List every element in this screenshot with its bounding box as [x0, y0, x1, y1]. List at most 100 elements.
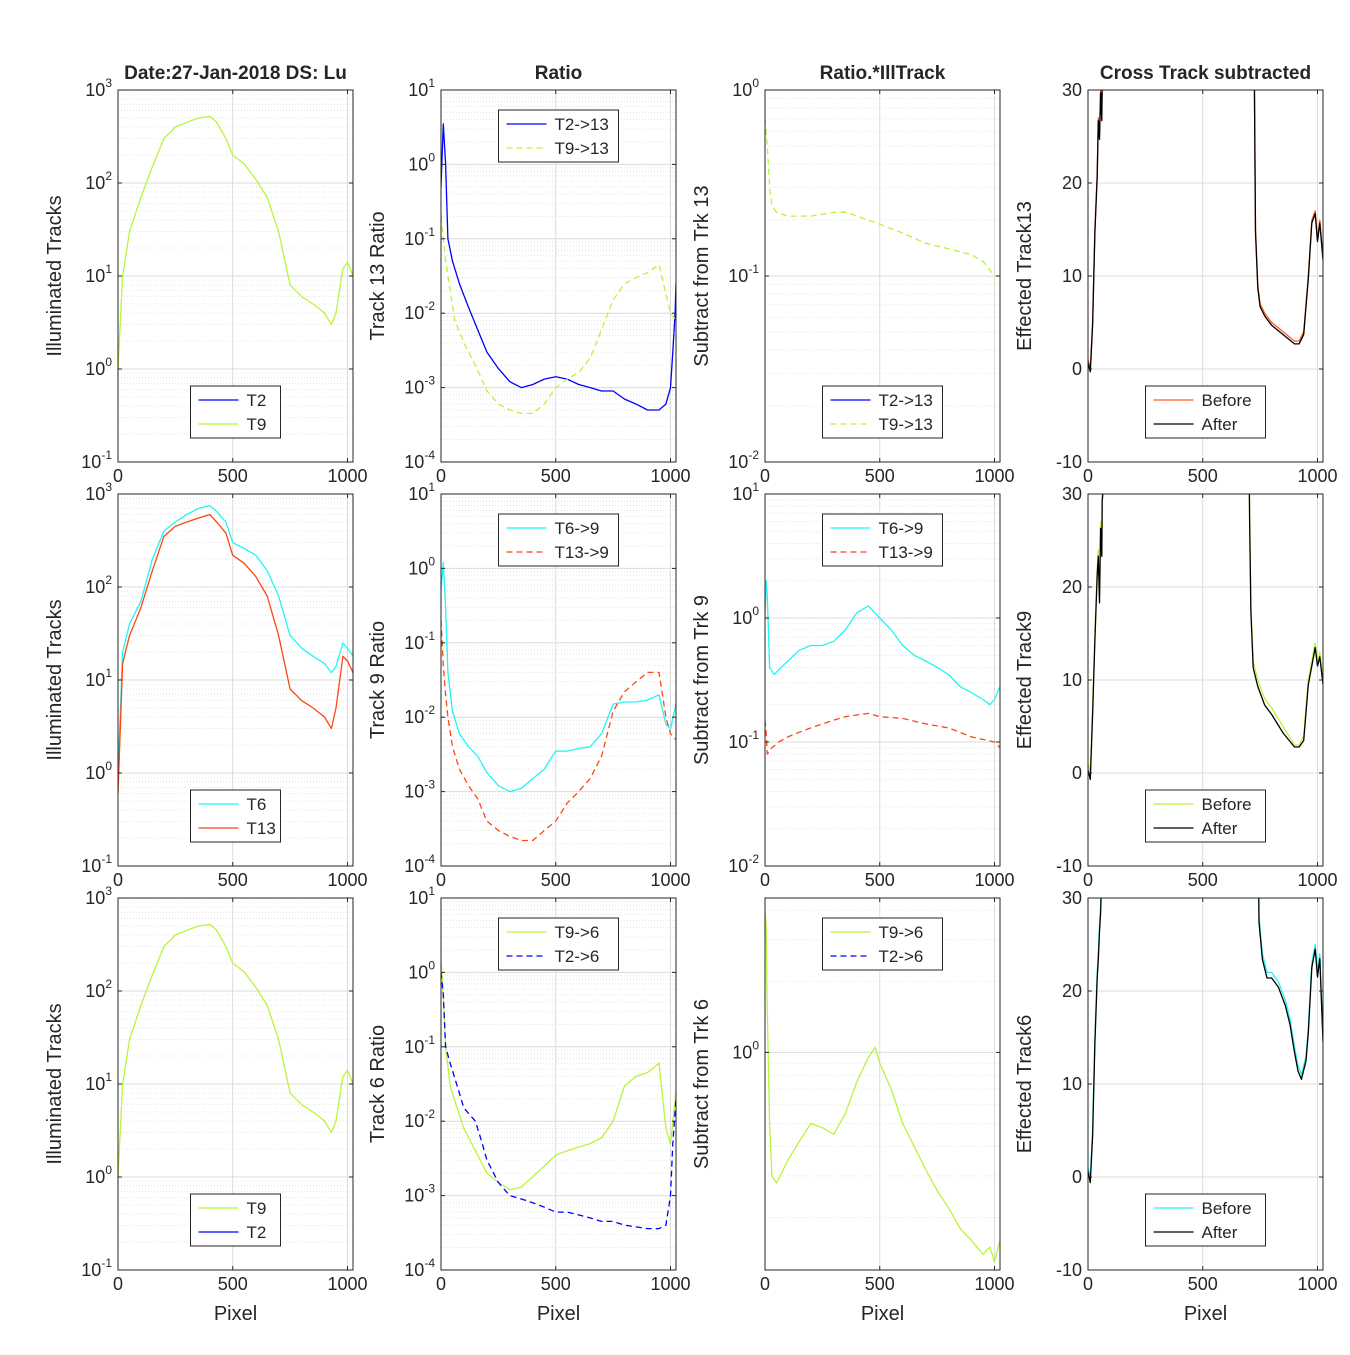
legend-label: Before: [1202, 795, 1252, 814]
grid-lines: [117, 493, 353, 867]
legend-label: After: [1202, 819, 1238, 838]
series-line-T9: [118, 923, 353, 1178]
y-tick-label: 30: [1062, 888, 1082, 908]
legend-box: [1145, 385, 1266, 439]
x-tick-label: 1000: [650, 466, 690, 486]
x-tick-label: 1000: [1297, 466, 1337, 486]
y-tick-label: 10-3: [404, 778, 435, 802]
x-tick-label: 0: [436, 1274, 446, 1294]
series-line-T2->13: [441, 123, 676, 411]
legend-label: T2->6: [555, 947, 600, 966]
x-tick-label: 0: [113, 1274, 123, 1294]
x-tick-label: 1000: [327, 466, 367, 486]
x-tick-label: 0: [760, 1274, 770, 1294]
y-tick-label: 10-1: [728, 262, 759, 286]
y-axis-label: Effected Track9: [1014, 611, 1036, 750]
y-tick-label: 30: [1062, 484, 1082, 504]
y-axis-label: Track 6 Ratio: [367, 1025, 389, 1143]
subplot-r3c1: 0 500 1000 10-1 100 101 102 103 Illuminated Trac…: [44, 884, 368, 1325]
x-tick-label: 500: [541, 870, 571, 890]
y-tick-label: 10-2: [404, 703, 435, 727]
x-tick-label: 0: [436, 870, 446, 890]
series-line-T6: [118, 504, 353, 774]
x-tick-label: 0: [436, 466, 446, 486]
legend-box: [822, 917, 943, 971]
y-tick-label: 101: [85, 666, 112, 690]
x-tick-label: 0: [1083, 870, 1093, 890]
series-group: [118, 115, 353, 370]
axes-box: [764, 493, 1001, 867]
legend: Before After: [1145, 789, 1266, 843]
series-line-T13->9: [765, 712, 1000, 755]
y-tick-label: 100: [85, 355, 112, 379]
x-tick-label: 500: [218, 466, 248, 486]
legend: Before After: [1145, 1193, 1266, 1247]
series-group: [441, 959, 676, 1230]
series-line-After: [1088, 494, 1323, 781]
y-axis-label: Illuminated Tracks: [44, 599, 66, 760]
axes-box: [440, 89, 677, 463]
series-line-T9: [118, 115, 353, 370]
series-line-T9->6: [441, 959, 676, 1191]
y-tick-label: 103: [85, 480, 112, 504]
y-axis-label: Track 13 Ratio: [367, 211, 389, 340]
subplot-r2c3: 0 500 1000 10-2 10-1 100 101 Subtract from Trk …: [691, 480, 1015, 890]
x-tick-label: 1000: [1297, 1274, 1337, 1294]
y-tick-label: 10: [1062, 266, 1082, 286]
x-tick-label: 500: [865, 870, 895, 890]
legend-label: T9: [247, 1199, 267, 1218]
y-tick-label: 101: [408, 884, 435, 908]
y-tick-label: 10-4: [404, 448, 435, 472]
legend-label: T13->9: [555, 543, 609, 562]
legend: T2->13 T9->13: [498, 109, 619, 163]
series-line-T13: [118, 513, 353, 794]
series-group: [118, 504, 353, 794]
y-tick-label: 101: [408, 480, 435, 504]
x-tick-label: 500: [1188, 870, 1218, 890]
y-tick-label: 20: [1062, 173, 1082, 193]
series-line-T13->9: [441, 620, 676, 842]
y-tick-label: 10: [1062, 1074, 1082, 1094]
x-tick-label: 0: [113, 466, 123, 486]
y-tick-label: 0: [1072, 763, 1082, 783]
y-tick-label: 102: [85, 573, 112, 597]
axes-box: [440, 897, 677, 1271]
x-tick-label: 500: [865, 1274, 895, 1294]
y-tick-label: 20: [1062, 981, 1082, 1001]
legend: T9->6 T2->6: [498, 917, 619, 971]
legend-box: [1145, 1193, 1266, 1247]
y-tick-label: 100: [732, 76, 759, 100]
legend-label: T9->6: [555, 923, 600, 942]
legend-box: [1145, 789, 1266, 843]
legend-label: T6: [247, 795, 267, 814]
x-tick-label: 1000: [327, 870, 367, 890]
series-group: [441, 123, 676, 415]
legend-label: T2: [247, 391, 267, 410]
subplot-r1c2: 0 500 1000 10-4 10-3 10-2 10-1 100 101 Ratio Track…: [367, 63, 691, 486]
x-axis-label: Pixel: [1184, 1303, 1227, 1325]
x-tick-label: 0: [1083, 466, 1093, 486]
subplot-r3c3: 0 500 1000 100 Subtract from Trk 6 Pixel T9->6…: [691, 897, 1015, 1325]
series-group: [1088, 90, 1323, 373]
x-tick-label: 500: [1188, 1274, 1218, 1294]
y-tick-label: 102: [85, 977, 112, 1001]
y-tick-label: 10-1: [81, 852, 112, 876]
y-tick-label: 100: [85, 1163, 112, 1187]
legend-box: [822, 385, 943, 439]
subplot-r3c2: 0 500 1000 10-4 10-3 10-2 10-1 100 101 Track 6 Ra…: [367, 884, 691, 1325]
y-tick-label: 100: [408, 958, 435, 982]
legend-box: [498, 917, 619, 971]
y-axis-label: Illuminated Tracks: [44, 1003, 66, 1164]
legend-label: T13: [247, 819, 276, 838]
x-tick-label: 1000: [327, 1274, 367, 1294]
y-tick-label: 10: [1062, 670, 1082, 690]
y-axis-label: Subtract from Trk 9: [691, 595, 713, 765]
y-tick-label: 10-1: [81, 448, 112, 472]
legend-label: After: [1202, 415, 1238, 434]
x-tick-label: 500: [1188, 466, 1218, 486]
y-tick-label: 10-2: [728, 852, 759, 876]
series-line-T9->13: [765, 118, 1000, 277]
series-group: [765, 580, 1000, 755]
